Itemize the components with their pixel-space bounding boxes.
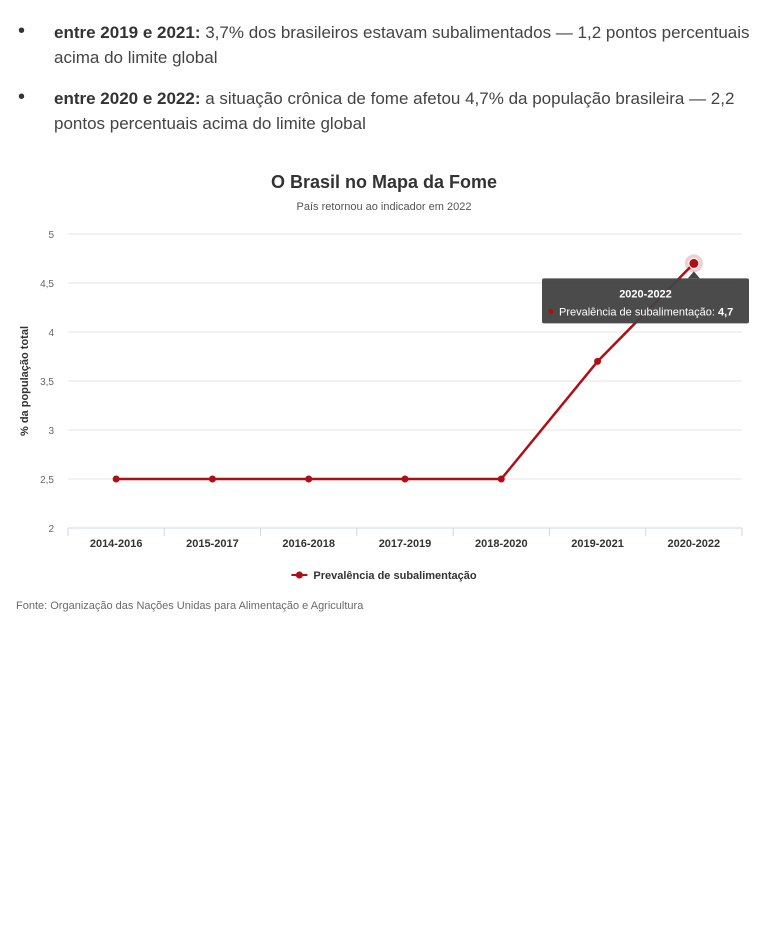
- source-note: Fonte: Organização das Nações Unidas par…: [16, 600, 364, 612]
- bullet-dot: •: [18, 20, 26, 42]
- chart-title: O Brasil no Mapa da Fome: [271, 172, 497, 192]
- chart-subtitle: País retornou ao indicador em 2022: [297, 201, 472, 213]
- x-tick-label: 2015-2017: [186, 538, 239, 550]
- y-tick-label: 3,5: [40, 377, 54, 388]
- y-tick-label: 5: [48, 230, 54, 241]
- tooltip: 2020-2022 Prevalência de subalimentação: …: [542, 271, 749, 324]
- tooltip-title: 2020-2022: [619, 288, 672, 300]
- data-point[interactable]: [497, 475, 505, 483]
- x-axis: 2014-2016 2015-2017 2016-2018 2017-2019 2018…: [67, 527, 743, 550]
- tooltip-value: 4,7: [718, 306, 733, 318]
- bullet-text: entre 2019 e 2021: 3,7% dos brasileiros …: [54, 20, 754, 70]
- tooltip-series-label: Prevalência de subalimentação: 4,7: [559, 306, 733, 318]
- bullet-body: a situação crônica de fome afetou 4,7% d…: [54, 89, 735, 133]
- bullet-text: entre 2020 e 2022: a situação crônica de…: [54, 86, 754, 136]
- bullet-bold: entre 2020 e 2022:: [54, 89, 201, 108]
- y-tick-label: 2: [48, 524, 54, 535]
- tooltip-marker: [548, 308, 554, 314]
- x-tick-label: 2014-2016: [90, 538, 143, 550]
- y-tick-label: 4: [48, 328, 54, 339]
- x-tick-label: 2019-2021: [571, 538, 624, 550]
- x-tick-label: 2017-2019: [379, 538, 432, 550]
- grid: [68, 233, 742, 480]
- y-tick-label: 4,5: [40, 279, 54, 290]
- x-tick-label: 2020-2022: [668, 538, 721, 550]
- tooltip-pointer: [687, 271, 700, 279]
- data-point[interactable]: [401, 475, 409, 483]
- legend-marker: [295, 571, 303, 579]
- data-point[interactable]: [688, 257, 700, 269]
- data-point[interactable]: [208, 475, 216, 483]
- y-axis-ticks: 2 2,5 3 3,5 4 4,5 5: [40, 230, 54, 535]
- data-point[interactable]: [112, 475, 120, 483]
- data-point[interactable]: [594, 357, 602, 365]
- bullet-dot: •: [18, 86, 26, 108]
- y-tick-label: 2,5: [40, 475, 54, 486]
- y-axis-label: % da população total: [19, 326, 31, 436]
- series-layer: [112, 254, 703, 483]
- data-point[interactable]: [305, 475, 313, 483]
- line-chart: O Brasil no Mapa da Fome País retornou a…: [19, 172, 749, 582]
- legend[interactable]: Prevalência de subalimentação: [291, 570, 477, 582]
- x-tick-label: 2018-2020: [475, 538, 528, 550]
- bullet-body: 3,7% dos brasileiros estavam subalimenta…: [54, 23, 750, 67]
- y-tick-label: 3: [48, 426, 54, 437]
- bullet-bold: entre 2019 e 2021:: [54, 23, 201, 42]
- tooltip-box: [542, 278, 749, 324]
- x-tick-label: 2016-2018: [282, 538, 335, 550]
- legend-label[interactable]: Prevalência de subalimentação: [313, 570, 477, 582]
